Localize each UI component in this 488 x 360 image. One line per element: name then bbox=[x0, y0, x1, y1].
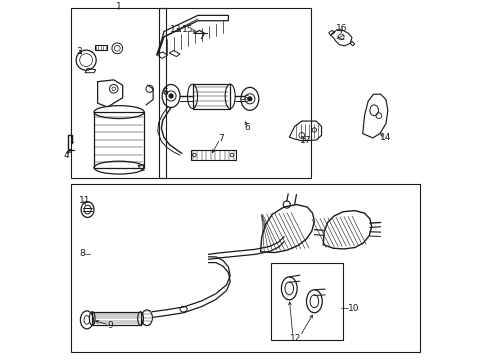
Bar bbox=[94, 112, 144, 168]
Text: 17: 17 bbox=[299, 136, 310, 145]
Ellipse shape bbox=[168, 94, 173, 98]
Text: 9: 9 bbox=[107, 321, 113, 330]
Text: 1: 1 bbox=[115, 2, 121, 11]
Text: 6: 6 bbox=[244, 123, 250, 132]
Text: 7: 7 bbox=[218, 135, 224, 144]
Bar bbox=[71, 184, 419, 352]
Bar bbox=[190, 150, 235, 161]
Text: 11: 11 bbox=[79, 197, 91, 206]
Bar bbox=[92, 312, 141, 325]
Text: 15: 15 bbox=[182, 25, 193, 34]
Bar bbox=[192, 84, 230, 108]
Text: 5: 5 bbox=[243, 95, 249, 104]
Text: 14: 14 bbox=[380, 133, 391, 142]
Text: 12: 12 bbox=[289, 334, 301, 343]
Bar bbox=[158, 8, 310, 178]
Text: 2: 2 bbox=[139, 164, 145, 173]
Text: 10: 10 bbox=[347, 303, 359, 312]
Text: 6: 6 bbox=[162, 88, 167, 97]
Text: 8: 8 bbox=[79, 249, 85, 258]
Ellipse shape bbox=[247, 97, 251, 101]
Text: 4: 4 bbox=[63, 151, 69, 160]
Bar bbox=[95, 45, 107, 50]
Bar bbox=[71, 8, 165, 178]
Text: 3: 3 bbox=[76, 47, 81, 56]
Text: 13: 13 bbox=[170, 25, 181, 34]
Text: 16: 16 bbox=[335, 24, 346, 33]
Bar bbox=[271, 262, 342, 339]
